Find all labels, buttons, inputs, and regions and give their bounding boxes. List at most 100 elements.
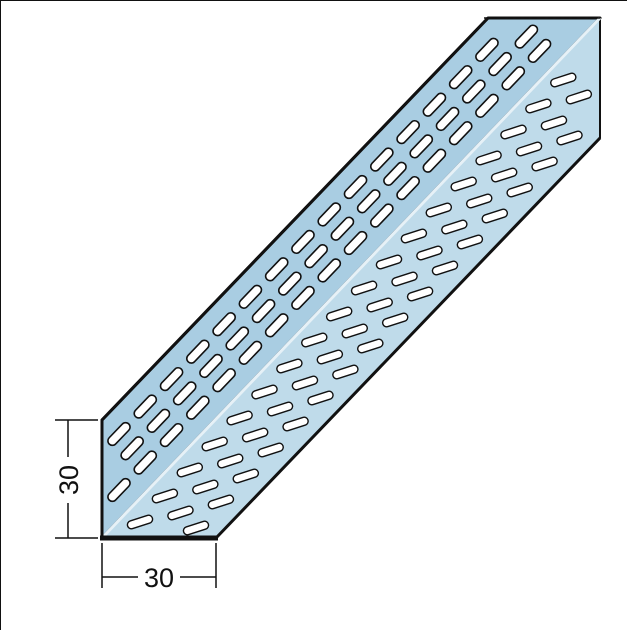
perforation-slot <box>304 244 328 269</box>
perforation-slot <box>488 51 512 77</box>
perforation-slot <box>357 338 384 354</box>
perforation-slot <box>514 24 539 49</box>
perforation-slot <box>366 297 393 313</box>
perforation-slot <box>369 203 394 228</box>
perforation-slot <box>341 323 369 339</box>
perforation-slot <box>107 421 131 447</box>
perforation-slot <box>465 193 493 209</box>
perforation-slot <box>232 468 260 484</box>
perforation-slot <box>277 271 302 296</box>
perforation-slot <box>369 147 394 172</box>
perforation-slot <box>375 254 403 270</box>
perforation-slot <box>435 106 460 132</box>
perforation-slot <box>207 494 235 510</box>
perforation-slot <box>107 477 131 503</box>
perforation-slot <box>356 189 381 214</box>
perforation-slot <box>475 37 499 62</box>
perforation-slot <box>282 416 309 432</box>
perforation-slots-horizontal-leg <box>126 72 593 536</box>
width-dimension-label: 30 <box>144 563 174 593</box>
perforation-slot <box>199 353 223 379</box>
perforation-slot <box>307 390 334 406</box>
perforation-slot <box>556 130 583 146</box>
perforation-slot <box>257 442 284 458</box>
perforation-slot <box>400 228 428 244</box>
width-dimension: 30 <box>101 543 217 593</box>
perforation-slot <box>133 394 158 419</box>
perforation-slot <box>185 339 210 364</box>
perforation-slot <box>350 280 378 296</box>
perforation-slot <box>238 284 263 309</box>
perforation-slot <box>448 65 473 90</box>
perforation-slot <box>475 150 502 166</box>
perforation-slot <box>159 366 184 392</box>
perforation-slot <box>225 326 250 351</box>
perforation-slot <box>422 148 447 173</box>
perforation-slot <box>381 312 409 328</box>
perforation-slot <box>431 260 459 276</box>
perforation-slot <box>185 395 210 420</box>
perforation-slot <box>461 79 486 104</box>
perforation-slot <box>383 161 407 186</box>
perforation-slot <box>291 285 315 311</box>
height-dimension-label: 30 <box>54 465 84 495</box>
perforation-slot <box>172 381 197 406</box>
perforation-slot <box>212 312 237 337</box>
perforation-slot <box>425 202 453 218</box>
perforation-slot <box>550 72 577 88</box>
perforation-slot <box>332 364 359 380</box>
perforation-slot <box>490 167 518 183</box>
perforation-slot <box>450 176 477 192</box>
perforation-slot <box>276 358 303 374</box>
perforation-slot <box>448 121 473 146</box>
perforation-slot <box>176 462 204 478</box>
perforation-slot <box>422 92 447 117</box>
perforation-slot <box>330 216 355 241</box>
perforation-slot <box>291 229 315 255</box>
perforation-slot <box>391 271 418 287</box>
perforation-slot <box>151 488 179 504</box>
perforation-slot <box>301 332 328 348</box>
perforation-slot <box>291 375 319 391</box>
perforation-slot <box>531 156 558 172</box>
perforation-slot <box>133 450 158 475</box>
perforation-slot <box>525 98 552 114</box>
perforation-slot <box>343 230 368 256</box>
perforation-slot <box>481 208 509 224</box>
perforation-slots-vertical-leg <box>107 24 552 503</box>
perforation-slot <box>212 368 237 393</box>
perforation-slot <box>159 422 184 448</box>
perforation-slot <box>316 349 344 365</box>
perforation-slot <box>251 384 278 400</box>
perforation-slot <box>241 427 269 443</box>
perforation-slot <box>416 245 443 261</box>
perforation-slot <box>475 93 499 118</box>
perforation-slot <box>264 257 289 282</box>
perforation-slot <box>264 313 289 338</box>
fold-line <box>100 16 602 540</box>
perforation-slot <box>216 453 244 469</box>
perforation-slot <box>456 234 484 250</box>
perforation-slot <box>515 141 543 157</box>
perforation-slot <box>192 479 219 495</box>
perforation-slot <box>325 306 353 322</box>
perforation-slot <box>500 124 527 140</box>
perforation-slot <box>409 134 434 159</box>
perforation-slot <box>527 38 552 64</box>
perforation-slot <box>343 174 368 200</box>
perforation-slot <box>501 66 526 91</box>
height-dimension: 30 <box>54 419 98 539</box>
perforation-slot <box>506 182 533 198</box>
perforation-slot <box>238 340 263 365</box>
perforation-slot <box>201 436 228 452</box>
perforation-slot <box>226 410 253 426</box>
perforation-slot <box>251 298 276 324</box>
perforation-slot <box>317 258 342 283</box>
perforation-slot <box>406 286 434 302</box>
perforation-slot <box>146 408 171 433</box>
perforation-slot <box>266 401 294 417</box>
perforation-slot <box>441 219 468 235</box>
perforation-slot <box>126 514 154 530</box>
